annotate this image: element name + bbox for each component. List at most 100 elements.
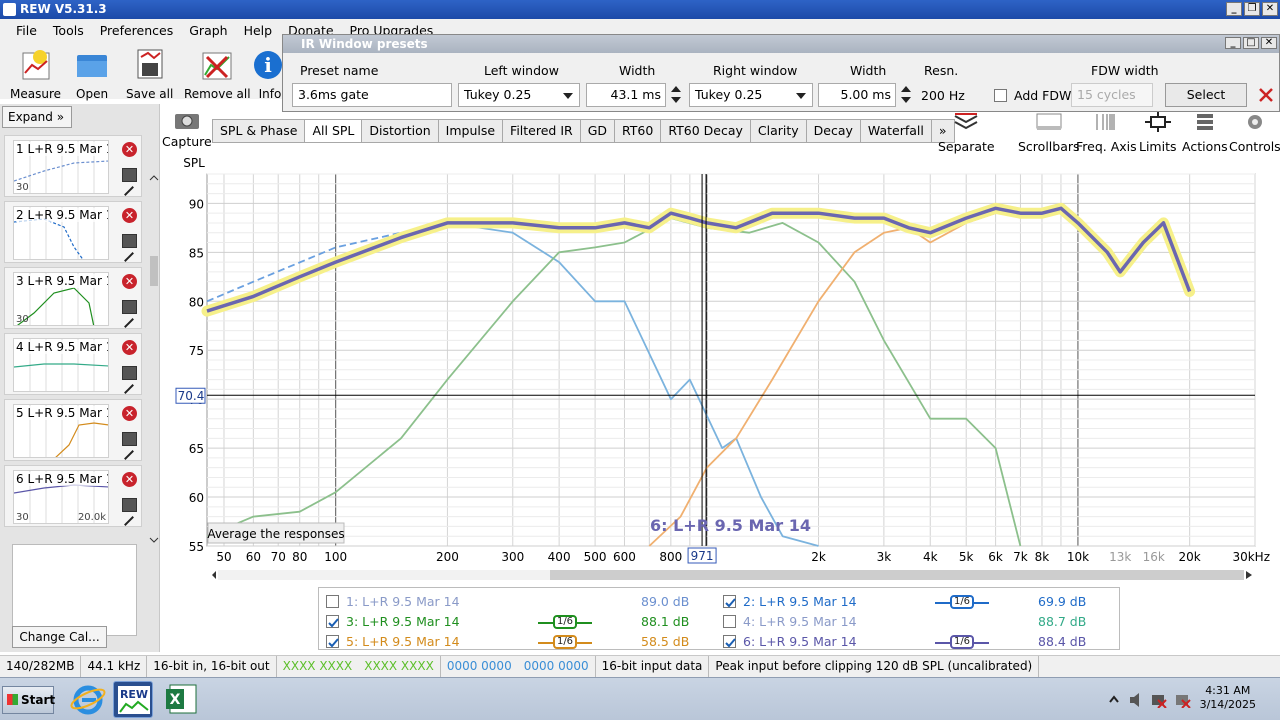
tab-decay[interactable]: Decay <box>806 119 861 143</box>
left-width-input[interactable]: 43.1 ms <box>586 83 666 107</box>
save-measurement-icon[interactable] <box>122 432 137 446</box>
ir-maximize-button[interactable]: □ <box>1243 37 1259 49</box>
menu-tools[interactable]: Tools <box>52 22 84 38</box>
tab-rt60-decay[interactable]: RT60 Decay <box>661 119 751 143</box>
legend-name[interactable]: 5: L+R 9.5 Mar 14 <box>346 634 460 649</box>
fdw-width-input[interactable]: 15 cycles <box>1071 83 1153 107</box>
tab-filtered-ir[interactable]: Filtered IR <box>503 119 581 143</box>
ir-close-window-button[interactable]: ✕ <box>1261 37 1277 49</box>
change-cal-button[interactable]: Change Cal... <box>12 626 107 648</box>
ie-taskbar-button[interactable] <box>68 681 108 718</box>
menu-preferences[interactable]: Preferences <box>99 22 174 38</box>
capture-button[interactable]: Capture <box>162 110 212 149</box>
smoothing-indicator[interactable]: 1/6 <box>538 635 592 649</box>
start-button[interactable]: Start <box>2 686 55 714</box>
expand-button[interactable]: Expand » <box>2 106 72 128</box>
separate-button[interactable]: Separate <box>938 112 995 154</box>
delete-measurement-icon[interactable]: ✕ <box>122 274 137 289</box>
controls-button[interactable]: Controls <box>1229 112 1280 154</box>
legend-name[interactable]: 6: L+R 9.5 Mar 14 <box>743 634 857 649</box>
menu-donate[interactable]: Donate <box>288 22 334 38</box>
legend-checkbox[interactable] <box>326 595 339 608</box>
tab-rt60[interactable]: RT60 <box>615 119 662 143</box>
save-measurement-icon[interactable] <box>122 498 137 512</box>
actions-button[interactable]: Actions <box>1182 112 1228 154</box>
legend-name[interactable]: 3: L+R 9.5 Mar 14 <box>346 614 460 629</box>
smoothing-indicator[interactable]: 1/6 <box>935 595 989 609</box>
smoothing-indicator[interactable]: 1/6 <box>935 635 989 649</box>
left-width-spinner[interactable] <box>669 83 683 107</box>
tab-all-spl[interactable]: All SPL <box>305 119 363 143</box>
legend-name[interactable]: 4: L+R 9.5 Mar 14 <box>743 614 857 629</box>
taskbar-clock[interactable]: 4:31 AM 3/14/2025 <box>1199 684 1256 711</box>
rew-taskbar-button[interactable]: REW <box>113 681 153 718</box>
save-measurement-icon[interactable] <box>122 168 137 182</box>
delete-measurement-icon[interactable]: ✕ <box>122 340 137 355</box>
spl-graph[interactable]: 9085807570656055SPL506070801002003004005… <box>0 0 1280 590</box>
tab-clarity[interactable]: Clarity <box>750 119 807 143</box>
tab-spl-phase[interactable]: SPL & Phase <box>212 119 306 143</box>
legend-checkbox[interactable] <box>723 635 736 648</box>
notes-area[interactable] <box>12 544 137 636</box>
remove-all-button[interactable]: Remove all <box>184 47 251 101</box>
delete-measurement-icon[interactable]: ✕ <box>122 406 137 421</box>
restore-button[interactable]: ❐ <box>1244 2 1260 16</box>
smoothing-indicator[interactable]: 1/6 <box>538 615 592 629</box>
left-window-select[interactable]: Tukey 0.25 <box>458 83 580 107</box>
measurement-item[interactable]: 6 L+R 9.5 Mar 14 30 20.0k ✕ <box>4 465 142 527</box>
menu-file[interactable]: File <box>16 22 37 38</box>
legend-checkbox[interactable] <box>326 615 339 628</box>
excel-taskbar-button[interactable]: X <box>162 681 202 718</box>
delete-measurement-icon[interactable]: ✕ <box>122 142 137 157</box>
menu-graph[interactable]: Graph <box>189 22 228 38</box>
freq-axis-button[interactable]: Freq. Axis <box>1076 112 1137 154</box>
legend-checkbox[interactable] <box>723 595 736 608</box>
tab-gd[interactable]: GD <box>580 119 616 143</box>
tab-waterfall[interactable]: Waterfall <box>860 119 932 143</box>
scroll-left-arrow[interactable] <box>212 571 216 579</box>
measurement-item[interactable]: 1 L+R 9.5 Mar 14 30 ✕ <box>4 135 142 197</box>
right-width-spinner[interactable] <box>899 83 913 107</box>
menu-pro-upgrades[interactable]: Pro Upgrades <box>349 22 434 38</box>
delete-measurement-icon[interactable]: ✕ <box>122 208 137 223</box>
delete-measurement-icon[interactable]: ✕ <box>122 472 137 487</box>
save-all-button[interactable]: Save all <box>126 47 173 101</box>
open-button[interactable]: Open <box>76 47 108 101</box>
menu-help[interactable]: Help <box>243 22 273 38</box>
legend-checkbox[interactable] <box>723 615 736 628</box>
average-responses-button[interactable] <box>207 522 345 544</box>
measurement-item[interactable]: 3 L+R 9.5 Mar 14 30 ✕ <box>4 267 142 329</box>
minimize-button[interactable]: _ <box>1226 2 1242 16</box>
legend-checkbox[interactable] <box>326 635 339 648</box>
tab-distortion[interactable]: Distortion <box>362 119 439 143</box>
measurement-thumbnail: 3 L+R 9.5 Mar 14 30 <box>13 272 109 326</box>
measure-button[interactable]: Measure <box>10 47 61 101</box>
remove-all-icon <box>202 52 232 80</box>
scroll-right-arrow[interactable] <box>1246 571 1252 579</box>
limits-button[interactable]: Limits <box>1139 112 1177 154</box>
tab-more[interactable]: » <box>931 119 955 143</box>
add-fdw-checkbox[interactable] <box>994 89 1007 102</box>
save-measurement-icon[interactable] <box>122 300 137 314</box>
preset-name-input[interactable]: 3.6ms gate <box>292 83 452 107</box>
tray-icons[interactable] <box>1108 692 1198 708</box>
legend-name[interactable]: 2: L+R 9.5 Mar 14 <box>743 594 857 609</box>
x-tick-label: 8k <box>1035 550 1050 564</box>
select-button[interactable]: Select <box>1165 83 1247 107</box>
legend-name[interactable]: 1: L+R 9.5 Mar 14 <box>346 594 460 609</box>
measurement-item[interactable]: 2 L+R 9.5 Mar 14 ✕ <box>4 201 142 263</box>
save-measurement-icon[interactable] <box>122 234 137 248</box>
right-width-input[interactable]: 5.00 ms <box>818 83 896 107</box>
ir-minimize-button[interactable]: _ <box>1225 37 1241 49</box>
close-button[interactable]: ✕ <box>1262 2 1278 16</box>
scrollbars-button[interactable]: Scrollbars <box>1018 112 1080 154</box>
scrollbar-thumb[interactable] <box>550 570 1244 580</box>
close-icon[interactable] <box>1258 87 1274 103</box>
info-button[interactable]: i Info <box>254 47 286 101</box>
measurement-list-scrollbar[interactable] <box>148 174 160 544</box>
tab-impulse[interactable]: Impulse <box>438 119 504 143</box>
right-window-select[interactable]: Tukey 0.25 <box>689 83 813 107</box>
measurement-item[interactable]: 4 L+R 9.5 Mar 14 ✕ <box>4 333 142 395</box>
measurement-item[interactable]: 5 L+R 9.5 Mar 14 ✕ <box>4 399 142 461</box>
save-measurement-icon[interactable] <box>122 366 137 380</box>
